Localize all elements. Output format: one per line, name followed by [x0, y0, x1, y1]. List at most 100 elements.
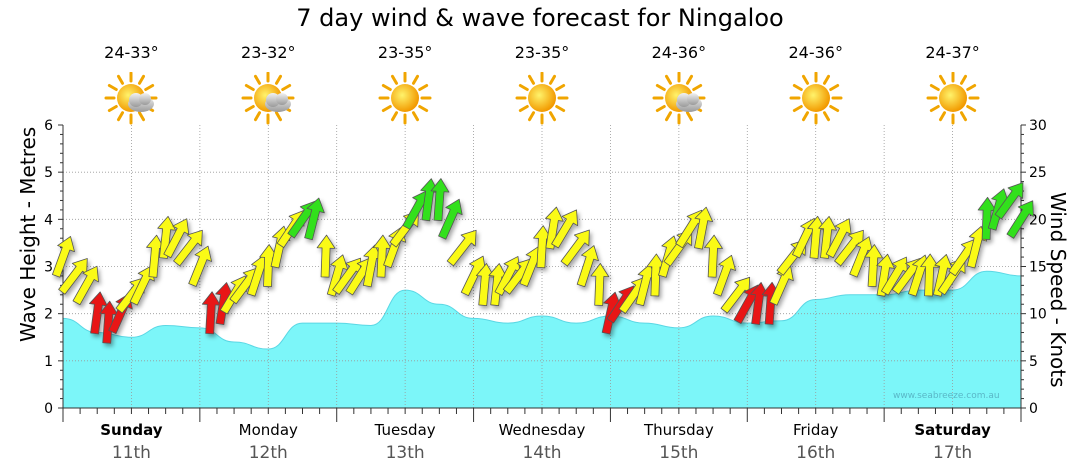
day-date: 12th: [248, 443, 288, 463]
wind-arrow: [864, 244, 884, 288]
wind-arrow-shape: [576, 245, 599, 288]
y-tick-label-left: 4: [44, 212, 53, 228]
wind-arrow: [560, 229, 590, 267]
wind-arrow-shape: [994, 182, 1024, 220]
day-temperature: 24-37°: [925, 43, 980, 62]
wind-arrow: [446, 229, 477, 267]
wind-arrow-shape: [551, 209, 579, 249]
y-axis-left-label: Wave Height - Metres: [16, 126, 40, 342]
y-tick-label-left: 0: [44, 401, 53, 417]
wind-arrow-shape: [590, 262, 610, 306]
day-name: Saturday: [914, 421, 991, 439]
day-name: Friday: [792, 421, 839, 439]
day-date: 11th: [111, 443, 151, 463]
wind-arrow: [188, 245, 212, 287]
sun-icon: [925, 71, 981, 128]
wind-arrow: [713, 254, 736, 297]
day-temperature: 24-36°: [651, 43, 707, 62]
day-name: Thursday: [643, 421, 714, 439]
day-name: Tuesday: [374, 421, 436, 439]
wind-arrow: [304, 197, 325, 241]
wind-arrow: [72, 265, 99, 306]
wind-arrow: [163, 218, 190, 259]
y-tick-label-right: 30: [1029, 118, 1047, 134]
wind-arrow-shape: [173, 229, 203, 267]
wind-arrow-shape: [52, 235, 75, 278]
sun-icon: [514, 71, 570, 128]
day-date: 13th: [385, 443, 425, 463]
wind-arrow-shape: [430, 178, 450, 222]
wind-arrow-shape: [157, 215, 176, 259]
y-tick-label-right: 15: [1029, 260, 1047, 276]
wind-arrow-shape: [188, 245, 212, 287]
wind-arrow-shape: [129, 265, 155, 306]
partly-cloudy-icon: [651, 71, 707, 128]
partly-cloudy-icon: [103, 71, 159, 128]
wind-arrow: [694, 206, 714, 250]
y-tick-label-right: 0: [1029, 401, 1038, 417]
y-axis-right-label: Wind Speed - Knots: [1046, 192, 1070, 388]
wind-arrow-shape: [1006, 200, 1034, 239]
day-date: 15th: [659, 443, 699, 463]
wind-arrow-shape: [704, 234, 723, 278]
wind-arrow: [551, 209, 579, 249]
wind-arrow-shape: [769, 264, 794, 306]
wind-arrow-shape: [560, 229, 590, 267]
wind-arrow: [1006, 200, 1034, 239]
wind-arrow-shape: [864, 244, 884, 288]
wind-arrow-shape: [446, 229, 477, 267]
day-temperature: 23-35°: [514, 43, 570, 62]
wind-arrow: [876, 253, 895, 297]
chart-title: 7 day wind & wave forecast for Ningaloo: [296, 4, 784, 32]
day-date: 17th: [933, 443, 973, 463]
day-temperature: 23-32°: [241, 43, 296, 62]
y-tick-label-left: 3: [44, 260, 53, 276]
wind-arrow: [52, 235, 75, 278]
wind-arrows: [52, 178, 1034, 344]
day-temperature: 23-35°: [377, 43, 433, 62]
day-name: Wednesday: [498, 421, 586, 439]
day-date: 14th: [522, 443, 562, 463]
day-temperature: 24-33°: [104, 43, 159, 62]
y-tick-label-right: 10: [1029, 307, 1047, 323]
wind-arrow-shape: [876, 253, 895, 297]
y-tick-label-left: 6: [44, 118, 53, 134]
sun-icon: [377, 71, 433, 128]
wind-arrow: [769, 264, 794, 306]
y-tick-label-left: 5: [44, 165, 53, 181]
wind-arrow: [430, 178, 450, 222]
sun-icon: [788, 71, 844, 128]
wind-arrow-shape: [304, 197, 325, 241]
wind-arrow: [590, 262, 610, 306]
y-tick-label-left: 2: [44, 307, 53, 323]
wind-arrow: [920, 253, 940, 297]
wind-arrow: [129, 265, 155, 306]
wind-arrow-shape: [713, 254, 736, 297]
day-name: Monday: [238, 421, 298, 439]
y-tick-label-right: 5: [1029, 354, 1038, 370]
wind-arrow-shape: [694, 206, 714, 250]
wind-arrow-shape: [163, 218, 190, 259]
wind-arrow: [704, 234, 723, 278]
wind-arrow-shape: [438, 198, 463, 240]
wind-arrow: [157, 215, 176, 259]
partly-cloudy-icon: [240, 71, 296, 128]
day-date: 16th: [796, 443, 836, 463]
wave-height-area: [62, 270, 1022, 409]
wind-arrow-shape: [72, 265, 99, 306]
wind-arrow: [173, 229, 203, 267]
wind-arrow-shape: [545, 206, 564, 250]
wind-arrow: [316, 234, 336, 278]
wind-arrow: [994, 182, 1024, 220]
watermark: www.seabreeze.com.au: [893, 391, 1000, 401]
y-tick-label-right: 25: [1029, 165, 1047, 181]
wind-arrow: [545, 206, 564, 250]
wind-arrow-shape: [920, 253, 940, 297]
wind-arrow: [438, 198, 463, 240]
wind-arrow: [818, 215, 837, 259]
wind-arrow-shape: [316, 234, 336, 278]
wind-arrow-shape: [818, 215, 837, 259]
y-tick-label-left: 1: [44, 354, 53, 370]
day-temperature: 24-36°: [788, 43, 843, 62]
